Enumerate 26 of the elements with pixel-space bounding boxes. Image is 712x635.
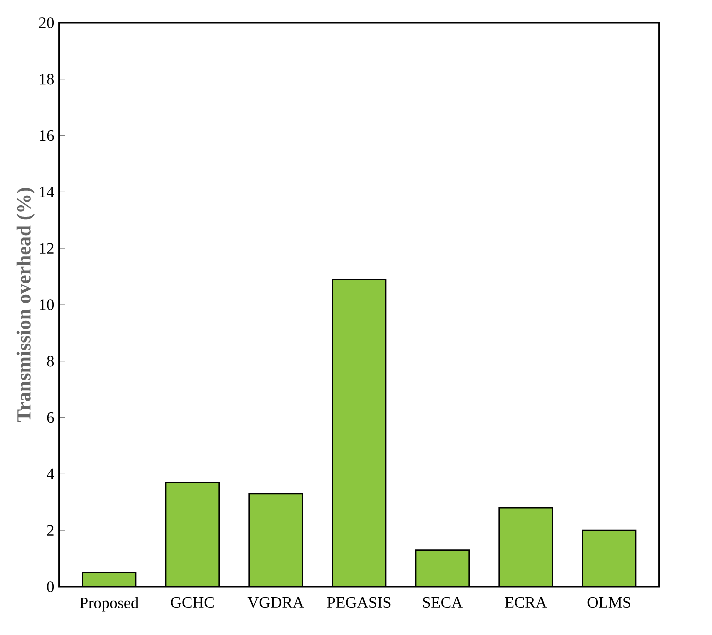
bar: [332, 280, 386, 587]
x-tick-label: GCHC: [171, 597, 214, 608]
y-tick-label: 14: [40, 186, 54, 198]
bar: [582, 530, 637, 587]
x-tick-label: VGDRA: [248, 597, 304, 608]
y-tick-label: 0: [47, 582, 54, 592]
y-tick-label: 8: [47, 356, 54, 367]
y-tick-label: 2: [47, 525, 54, 536]
y-tick-label: 16: [40, 130, 54, 142]
y-tick-label: 20: [39, 18, 54, 28]
x-tick-label: Proposed: [80, 597, 139, 612]
x-tick-label: SECA: [423, 597, 463, 608]
y-axis-title: Transmission overhead (%): [16, 188, 35, 422]
y-tick-label: 18: [40, 74, 54, 85]
y-tick-label: 12: [40, 243, 54, 254]
bar: [82, 572, 136, 587]
x-tick-label: OLMS: [588, 597, 630, 608]
bar: [416, 550, 470, 587]
y-tick-label: 4: [46, 468, 54, 480]
y-tick-label: 6: [47, 412, 54, 424]
bar: [166, 482, 220, 587]
x-tick-label: ECRA: [505, 597, 548, 608]
y-tick-label: 10: [40, 300, 54, 310]
bar: [499, 508, 553, 587]
x-tick-label: PEGASIS: [327, 597, 391, 608]
bar: [249, 494, 303, 587]
